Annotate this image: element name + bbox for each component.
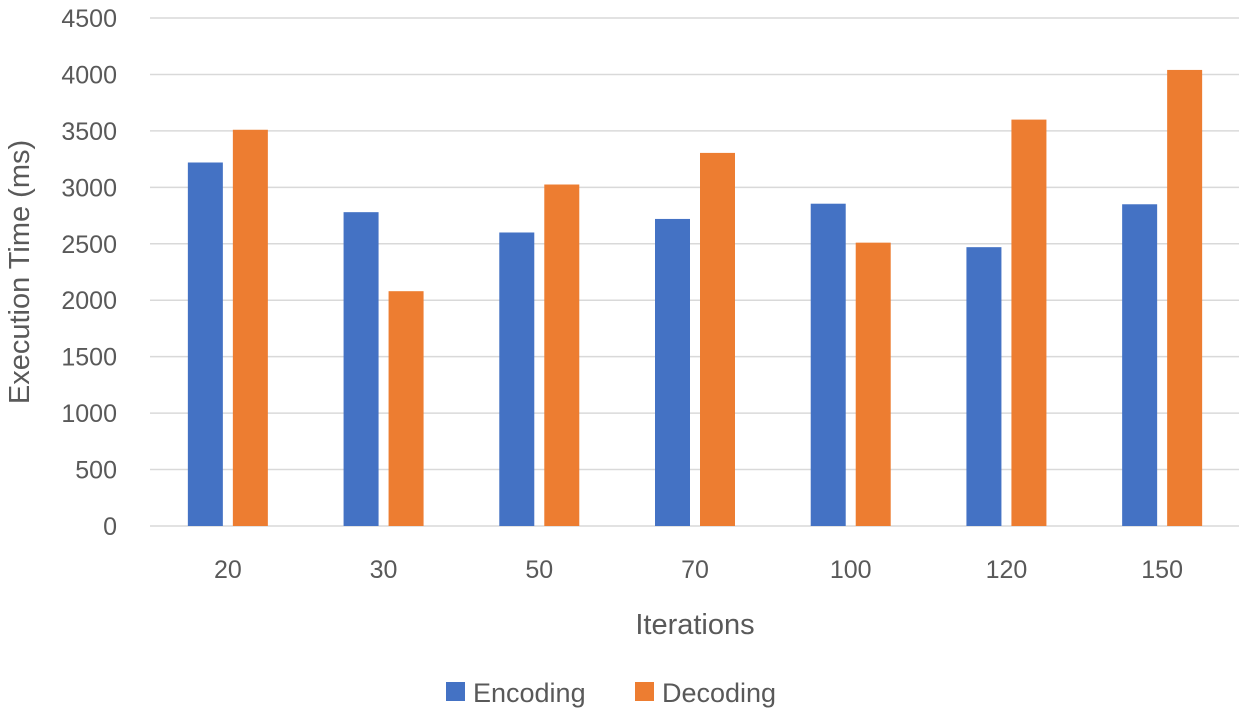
- y-tick-label-1500: 1500: [61, 344, 117, 372]
- bar-encoding-20: [187, 162, 223, 526]
- legend-swatch-decoding: [635, 682, 654, 701]
- y-tick-label-3000: 3000: [61, 174, 117, 202]
- gridlines: [150, 17, 1239, 527]
- y-tick-label-4000: 4000: [61, 61, 117, 89]
- bar-encoding-100: [810, 203, 846, 527]
- x-tick-label-50: 50: [525, 556, 553, 584]
- bar-encoding-120: [966, 247, 1002, 527]
- x-tick-label-70: 70: [681, 556, 709, 584]
- bar-encoding-50: [499, 232, 535, 526]
- x-tick-label-100: 100: [830, 556, 872, 584]
- y-tick-label-4500: 4500: [61, 5, 117, 33]
- legend-label-decoding: Decoding: [662, 678, 776, 708]
- bar-encoding-30: [343, 212, 379, 526]
- x-axis-title: Iterations: [635, 609, 754, 641]
- x-tick-label-120: 120: [986, 556, 1028, 584]
- bar-decoding-70: [700, 152, 735, 526]
- bar-decoding-50: [544, 184, 580, 526]
- bar-encoding-150: [1122, 204, 1158, 526]
- y-tick-label-2500: 2500: [61, 231, 117, 259]
- x-tick-label-150: 150: [1141, 556, 1183, 584]
- x-tick-label-20: 20: [214, 556, 242, 584]
- legend-label-encoding: Encoding: [473, 678, 586, 708]
- bar-decoding-30: [388, 291, 424, 526]
- bar-decoding-20: [232, 129, 268, 526]
- bar-decoding-150: [1167, 69, 1203, 526]
- y-tick-labels: 0 500 1000 1500 2000 2500 3000 3500 4000 4500: [61, 5, 117, 541]
- x-tick-labels: 20 30 50 70 100 120 150: [214, 556, 1183, 584]
- y-axis-title: Execution Time (ms): [4, 140, 36, 404]
- y-tick-label-500: 500: [75, 457, 117, 485]
- y-tick-label-1000: 1000: [61, 400, 117, 428]
- bars: [187, 69, 1203, 527]
- legend: Encoding Decoding: [446, 678, 776, 708]
- y-tick-label-2000: 2000: [61, 287, 117, 315]
- y-tick-label-3500: 3500: [61, 118, 117, 146]
- bar-encoding-70: [655, 218, 690, 527]
- bar-decoding-100: [855, 242, 891, 526]
- legend-swatch-encoding: [446, 682, 465, 701]
- x-tick-label-30: 30: [370, 556, 398, 584]
- bar-decoding-120: [1011, 119, 1047, 526]
- y-tick-label-0: 0: [103, 513, 117, 541]
